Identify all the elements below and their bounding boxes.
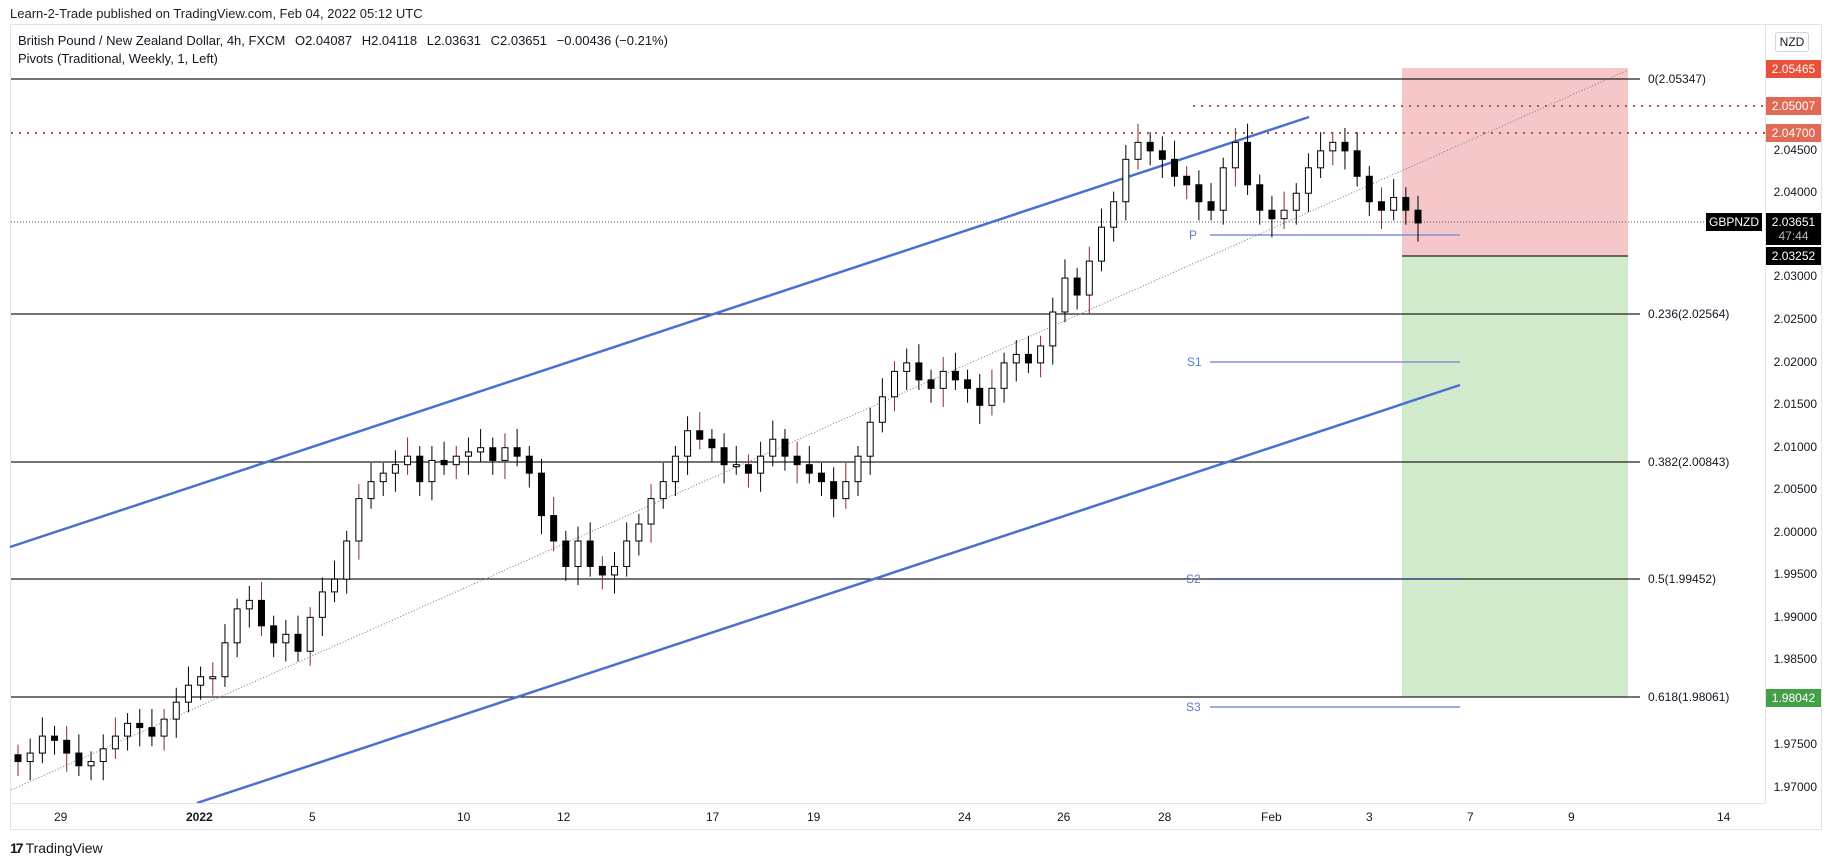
- time-tick: 24: [958, 810, 972, 824]
- time-tick: 7: [1467, 810, 1474, 824]
- price-tick: 2.04000: [1773, 185, 1817, 199]
- time-tick: 19: [807, 810, 821, 824]
- candlestick-series: [14, 123, 1422, 781]
- time-tick: 5: [309, 810, 316, 824]
- entry-price-badge: 2.03252: [1766, 247, 1821, 265]
- take-profit-zone[interactable]: [1402, 256, 1628, 697]
- pivot-label-p: P: [1189, 228, 1198, 242]
- fibonacci-retracement[interactable]: [11, 78, 1640, 698]
- price-tick: 2.03000: [1773, 269, 1817, 283]
- time-tick: 17: [706, 810, 720, 824]
- time-tick: 2022: [186, 810, 213, 824]
- price-tick: 1.97000: [1773, 780, 1817, 794]
- bar-countdown: 47:44: [1778, 229, 1809, 243]
- high-value: H2.04118: [361, 33, 418, 48]
- time-axis[interactable]: 29 2022 5 10 12 17 19 24 26 28 Feb 3 7 9…: [11, 803, 1765, 830]
- price-tick: 1.99500: [1773, 567, 1817, 581]
- price-axis[interactable]: 2.04500 2.04000 2.03000 2.02500 2.02000 …: [1765, 25, 1823, 803]
- stop-price-badge: 2.05465: [1766, 60, 1821, 78]
- level-badge-2: 2.04700: [1766, 124, 1821, 142]
- price-tick: 2.04500: [1773, 143, 1817, 157]
- publisher-caption: Learn-2-Trade published on TradingView.c…: [10, 6, 423, 21]
- indicator-legend[interactable]: Pivots (Traditional, Weekly, 1, Left): [18, 51, 218, 66]
- price-tick: 2.01000: [1773, 440, 1817, 454]
- price-tick: 2.02000: [1773, 355, 1817, 369]
- stop-loss-zone[interactable]: [1402, 68, 1628, 256]
- fib-label-0382: 0.382(2.00843): [1648, 455, 1730, 469]
- price-tick: 2.02500: [1773, 312, 1817, 326]
- close-value: C2.03651: [490, 33, 547, 48]
- upper-channel-line[interactable]: [9, 115, 1310, 549]
- tradingview-branding[interactable]: 17 TradingView: [10, 840, 103, 856]
- brand-name: TradingView: [25, 840, 103, 856]
- time-tick: Feb: [1261, 810, 1282, 824]
- time-tick: 12: [557, 810, 571, 824]
- fib-label-0236: 0.236(2.02564): [1648, 307, 1730, 321]
- level-badge-1: 2.05007: [1766, 97, 1821, 115]
- fib-label-0: 0(2.05347): [1648, 72, 1707, 86]
- chart-legend: British Pound / New Zealand Dollar, 4h, …: [18, 32, 674, 68]
- currency-button[interactable]: NZD: [1775, 32, 1809, 52]
- fib-label-0618: 0.618(1.98061): [1648, 690, 1730, 704]
- symbol-ohlc-row: British Pound / New Zealand Dollar, 4h, …: [18, 32, 674, 50]
- tradingview-logo-icon: 17: [10, 840, 24, 856]
- price-tick: 2.00500: [1773, 482, 1817, 496]
- target-price-badge: 1.98042: [1766, 689, 1821, 707]
- low-value: L2.03631: [426, 33, 481, 48]
- time-tick: 3: [1366, 810, 1373, 824]
- time-tick: 14: [1717, 810, 1731, 824]
- price-tick: 1.97500: [1773, 737, 1817, 751]
- time-tick: 9: [1568, 810, 1575, 824]
- price-tick: 1.98500: [1773, 652, 1817, 666]
- chart-frame: [10, 24, 1822, 830]
- time-tick: 10: [457, 810, 471, 824]
- current-price-badge: 2.03651 47:44: [1766, 213, 1821, 245]
- symbol-description: British Pound / New Zealand Dollar, 4h, …: [18, 33, 286, 48]
- time-tick: 26: [1057, 810, 1071, 824]
- pivot-label-s1: S1: [1187, 355, 1202, 369]
- price-tick: 1.99000: [1773, 610, 1817, 624]
- price-tick: 2.00000: [1773, 525, 1817, 539]
- fib-label-05: 0.5(1.99452): [1648, 572, 1717, 586]
- time-tick: 28: [1158, 810, 1172, 824]
- change-value: −0.00436 (−0.21%): [556, 33, 668, 48]
- lower-channel-line[interactable]: [196, 383, 1461, 805]
- time-tick: 29: [54, 810, 68, 824]
- symbol-badge: GBPNZD: [1706, 213, 1762, 231]
- trend-line-dotted[interactable]: [10, 69, 1629, 791]
- price-tick: 2.01500: [1773, 397, 1817, 411]
- pivot-label-s2: S2: [1186, 572, 1201, 586]
- open-value: O2.04087: [294, 33, 353, 48]
- pivot-label-s3: S3: [1186, 700, 1201, 714]
- current-price-value: 2.03651: [1771, 215, 1816, 229]
